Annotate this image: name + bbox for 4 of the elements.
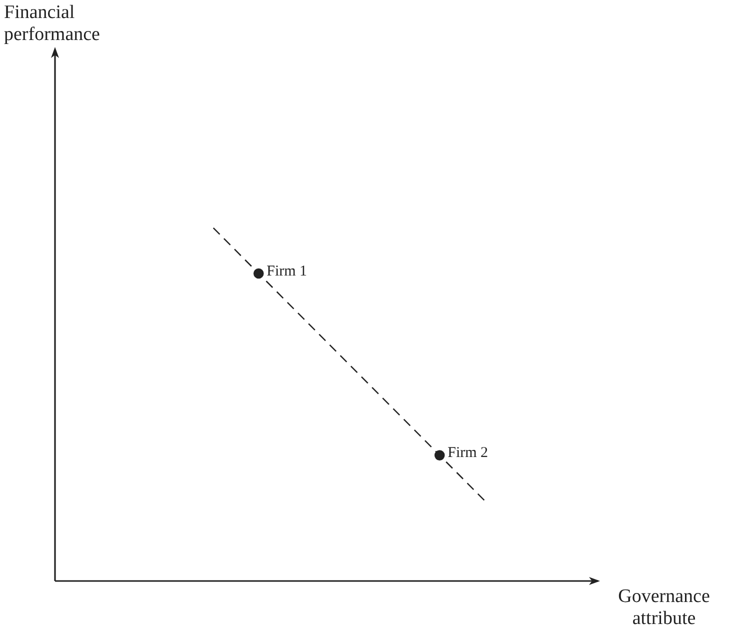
annotation: Firm 2 <box>448 445 488 462</box>
text: Financial performance <box>4 2 101 46</box>
annotation: Firm 1 <box>266 263 308 280</box>
x-axis-title: Governance attribute <box>617 586 711 630</box>
